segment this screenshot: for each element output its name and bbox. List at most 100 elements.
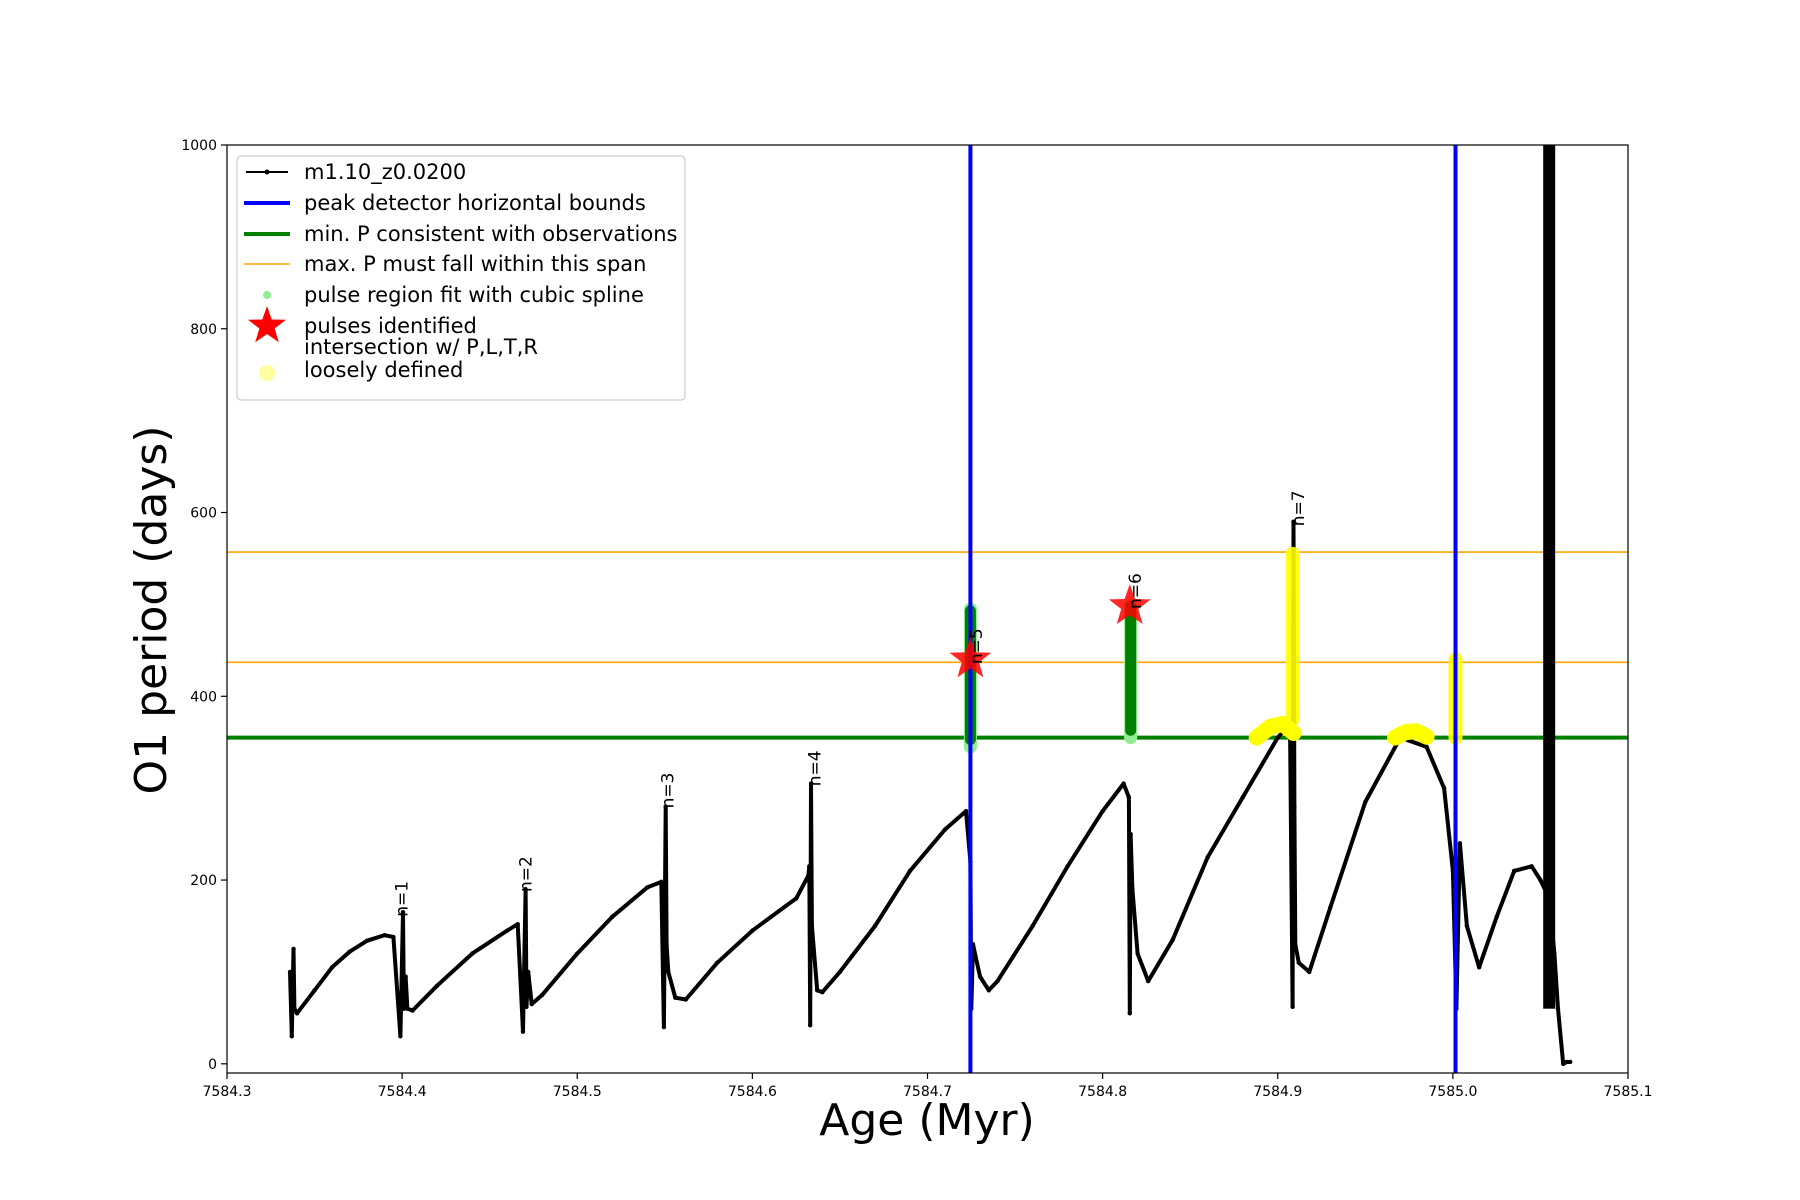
legend-box: [236, 155, 686, 401]
track-point: [575, 951, 580, 956]
y-tick-label: 200: [190, 873, 217, 889]
track-point: [1307, 969, 1312, 975]
track-point: [1494, 914, 1499, 920]
x-tick-label: 7584.8: [1078, 1084, 1127, 1100]
track-point: [820, 989, 825, 995]
track-point: [405, 1006, 410, 1011]
track-point: [814, 988, 820, 993]
track-point: [809, 923, 815, 929]
legend-marker-dot: [264, 169, 270, 175]
x-tick-label: 7584.5: [553, 1084, 602, 1100]
track-point: [1457, 841, 1463, 846]
track-point: [1065, 864, 1070, 869]
track-point: [837, 969, 843, 975]
track-point: [750, 928, 755, 933]
track-point: [520, 1029, 526, 1034]
track-point: [347, 949, 352, 954]
track-point: [291, 946, 296, 952]
x-tick-label: 7585.0: [1428, 1084, 1477, 1100]
track-point: [294, 1011, 300, 1016]
track-point: [1441, 785, 1447, 791]
track-point: [807, 864, 812, 869]
track-point: [1100, 808, 1105, 814]
track-point: [1476, 965, 1482, 970]
pulse-label: n=2: [517, 856, 537, 892]
legend-label: min. P consistent with observations: [304, 222, 677, 246]
pulse-label: n=3: [659, 773, 679, 809]
x-tick-label: 7584.6: [728, 1084, 777, 1100]
y-tick-label: 1000: [181, 138, 217, 154]
track-point: [1464, 923, 1470, 929]
y-tick-label: 800: [190, 322, 217, 338]
track-point: [942, 827, 948, 832]
track-point: [1135, 951, 1140, 956]
track-point: [986, 988, 991, 993]
y-tick-label: 600: [190, 506, 217, 522]
track-point: [1170, 937, 1175, 942]
pulse-star: [949, 637, 992, 678]
pulse-label: n=1: [392, 881, 412, 917]
track-point: [1568, 1059, 1573, 1065]
track-point: [872, 923, 878, 929]
track-point: [529, 1001, 534, 1007]
track-point: [1205, 854, 1210, 860]
track-point: [1292, 804, 1297, 809]
track-point: [807, 1023, 813, 1028]
track-point: [673, 995, 678, 1000]
axes: 7584.3 7584.4 7584.5 7584.6 7584.7 7584.8 7584…: [181, 138, 1652, 1100]
x-tick-label: 7584.7: [903, 1084, 952, 1100]
legend-label: max. P must fall within this span: [304, 252, 646, 276]
y-tick-label: 0: [208, 1057, 217, 1073]
track-point: [663, 804, 668, 809]
legend-label: m1.10_z0.0200: [304, 160, 466, 185]
track-point: [540, 992, 545, 998]
track-point: [287, 969, 293, 975]
track-point: [683, 997, 689, 1002]
legend-label: intersection w/ P,L,T,R: [304, 335, 538, 359]
track-point: [995, 978, 1000, 984]
track-point: [907, 868, 913, 874]
track-point: [400, 910, 406, 915]
pulse-label: n=6: [1126, 573, 1146, 609]
y-axis-title: O1 period (days): [126, 426, 177, 795]
x-tick-label: 7584.4: [378, 1084, 427, 1100]
track-point: [410, 1008, 415, 1013]
plot-area: n=1 n=2 n=3 n=4 n=5 n=6 n=7: [227, 145, 1628, 1073]
track-point: [469, 951, 475, 956]
track-line: [288, 519, 1571, 1066]
track-point: [715, 960, 720, 965]
track-point: [793, 896, 799, 901]
x-tick-label: 7584.9: [1253, 1084, 1302, 1100]
track-point: [1561, 1061, 1566, 1067]
track-point: [1145, 978, 1151, 984]
track-point: [1128, 831, 1133, 837]
x-tick-label: 7584.3: [203, 1084, 252, 1100]
track-point: [523, 887, 528, 892]
track-point: [1126, 795, 1132, 800]
track-point: [1511, 868, 1517, 874]
legend-marker: [248, 306, 286, 343]
track-point: [398, 1034, 403, 1039]
track-point: [526, 969, 531, 975]
track-point: [1275, 735, 1280, 740]
track-point: [1291, 519, 1296, 524]
legend-label: loosely defined: [304, 358, 463, 382]
track-point: [524, 1004, 529, 1010]
track-point: [1130, 887, 1135, 892]
track-point: [806, 873, 811, 878]
track-point: [666, 969, 671, 975]
pulse-star: [1108, 584, 1151, 624]
x-axis-title: Age (Myr): [819, 1095, 1035, 1146]
track-point: [1424, 744, 1429, 750]
track-point: [364, 938, 370, 943]
legend-label: pulse region fit with cubic spline: [304, 283, 644, 307]
y-tick-label: 400: [190, 689, 217, 705]
intersection-arc: [1248, 715, 1302, 746]
track-point: [808, 781, 814, 786]
track-point: [1030, 923, 1035, 929]
track-point: [434, 983, 440, 988]
track-point: [659, 879, 664, 885]
pulse-label: n=7: [1289, 490, 1309, 526]
